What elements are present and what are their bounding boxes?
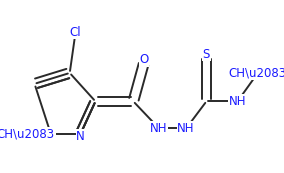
Text: NH: NH bbox=[150, 122, 168, 135]
Text: O: O bbox=[139, 53, 149, 66]
Text: N: N bbox=[76, 130, 85, 143]
Text: CH\u2083: CH\u2083 bbox=[0, 127, 54, 140]
Text: N: N bbox=[46, 130, 55, 143]
Text: CH\u2083: CH\u2083 bbox=[229, 66, 284, 79]
Text: Cl: Cl bbox=[69, 26, 81, 39]
Text: S: S bbox=[203, 48, 210, 61]
Text: NH: NH bbox=[177, 122, 195, 135]
Text: NH: NH bbox=[229, 95, 246, 108]
